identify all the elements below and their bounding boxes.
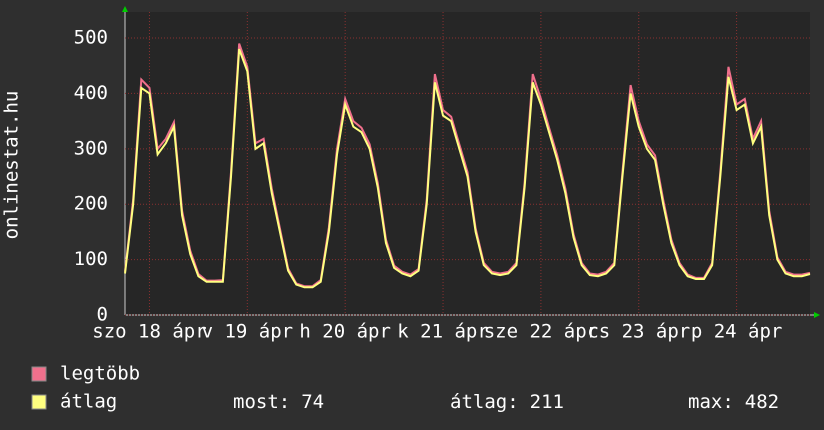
series-line — [124, 48, 811, 289]
stat-value: 482 — [745, 391, 779, 413]
legend-label: legtöbb — [60, 363, 140, 385]
y-tick-label: 500 — [74, 27, 108, 49]
legend: legtöbb átlag most: 74 átlag: 211 max: 482 — [31, 363, 779, 413]
y-tick-label: 300 — [74, 137, 108, 159]
series-line — [124, 43, 811, 288]
x-tick-label: sze 22 ápr — [484, 321, 598, 343]
x-tick-label: szo 18 ápr — [92, 321, 206, 343]
stat: most: 74 — [233, 391, 324, 413]
legend-label: átlag — [60, 391, 117, 413]
legend-swatch — [31, 394, 47, 410]
axis-arrow — [814, 312, 820, 318]
y-tick-label: 400 — [74, 82, 108, 104]
y-tick-label: 200 — [74, 193, 108, 215]
legend-swatch — [31, 366, 47, 382]
x-tick-label: h 20 ápr — [299, 321, 391, 343]
stat-label: átlag: — [450, 391, 519, 413]
x-tick-label: k 21 ápr — [397, 321, 489, 343]
x-tick-label: cs 23 ápr — [587, 321, 690, 343]
stat-value: 74 — [301, 391, 324, 413]
stat-label: most: — [233, 391, 290, 413]
x-tick-label: v 19 ápr — [202, 321, 294, 343]
stat: max: 482 — [688, 391, 779, 413]
plot-area — [125, 12, 810, 315]
plot — [124, 12, 811, 316]
x-tick-label: p 24 ápr — [691, 321, 783, 343]
stat-label: max: — [688, 391, 734, 413]
y-axis-title: onlinestat.hu — [1, 91, 23, 240]
stat: átlag: 211 — [450, 391, 564, 413]
y-tick-label: 0 — [97, 304, 108, 326]
stat-value: 211 — [530, 391, 564, 413]
axis-arrow — [122, 6, 128, 12]
y-tick-label: 100 — [74, 248, 108, 270]
